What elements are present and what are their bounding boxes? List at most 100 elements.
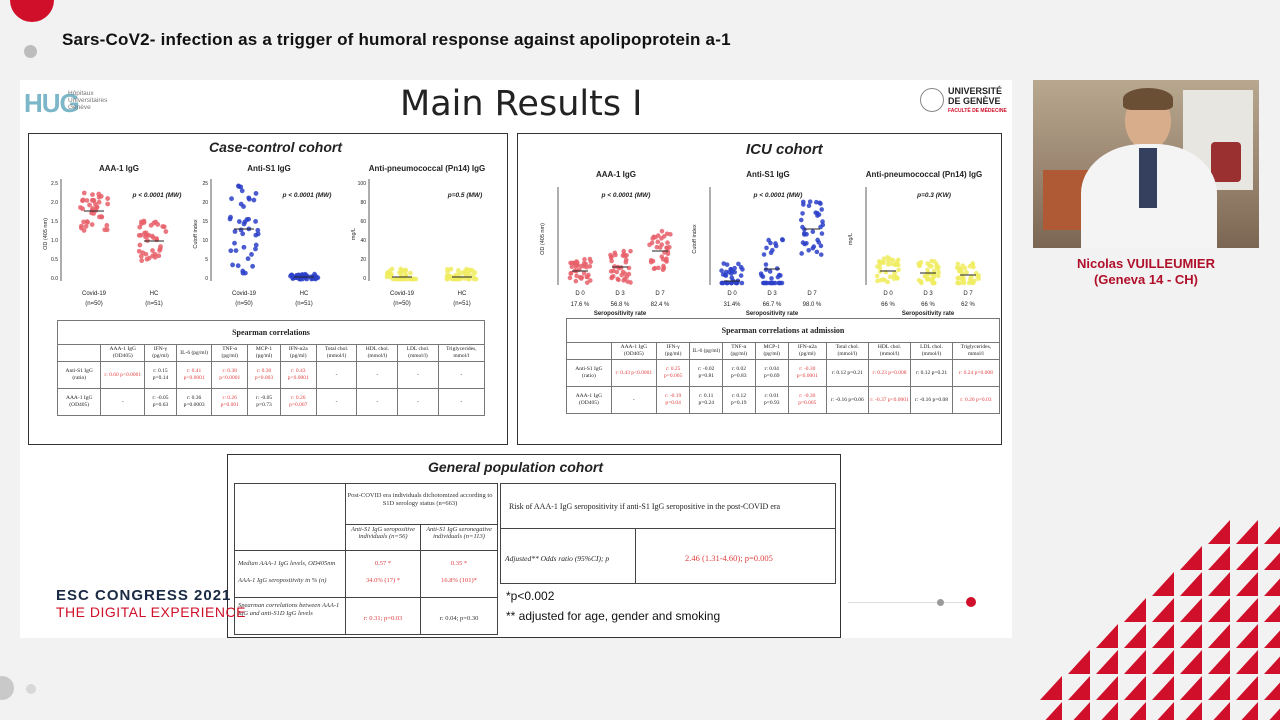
table-row: Anti-S1 IgG (ratio) r: 0.60 p<0.0001 r: 0.… [56,361,486,389]
decor-triangle [1264,630,1280,648]
icu-dot [665,240,670,245]
esc-congress-title: ESC CONGRESS 2021 [56,587,232,604]
icu-dot [801,202,806,207]
cc-group-label: Covid-19 [82,291,107,297]
cc-dot [465,276,471,282]
icu-dot [720,280,726,286]
icu-dot [776,280,782,286]
icu-dot [652,265,658,271]
speaker-tie [1139,148,1157,208]
cc-dot [253,232,259,238]
icu-dot [896,262,901,268]
corr-cell: r: -0.19 p=0.04 [655,386,691,414]
corr-cell: - [315,388,358,416]
icu-dot [895,276,900,281]
cc-dot [137,242,143,248]
cc-y-tick: 60 [360,219,366,225]
icu-dot [891,273,897,278]
icu-dot [768,280,774,286]
corr-cell: r: 0.25 p=0.005 [655,359,691,387]
icu-dot [819,231,825,236]
cc-dot [397,270,402,275]
decor-triangle [1152,624,1174,648]
icu-dot [724,280,730,286]
cc-dot [445,266,450,272]
general-risk-header: Risk of AAA-1 IgG seropositivity if anti… [509,502,781,511]
cc-dot [244,217,250,222]
cc-dot [136,248,142,254]
cc-dot [253,191,259,196]
icu-dot [875,264,880,269]
corr-cell: r: 0.12 p=0.21 [825,359,869,387]
decor-triangle [1236,546,1258,570]
cc-y-tick: 2.0 [51,200,58,206]
pager-dot-active[interactable] [966,597,976,607]
cc-y-label: mg/L [351,228,357,240]
corr-cell: - [397,361,439,389]
icu-dot [659,242,665,247]
decor-triangle [1068,676,1090,700]
icu-rate-label: Seropositivity rate [594,311,647,317]
decor-triangle [1236,520,1258,544]
icu-dot [582,257,587,262]
decor-triangle [1073,702,1090,720]
cc-p-value: p < 0.0001 (MW) [282,192,332,199]
icu-title: ICU cohort [746,141,823,158]
icu-dot [613,252,618,258]
cc-y-tick: 0 [363,276,366,282]
general-footnote-2: ** adjusted for age, gender and smoking [506,609,721,623]
table-row: Anti-S1 IgG (ratio) r: 0.43 p<0.0001 r: 0.… [566,359,1001,387]
corr-cell: r: 0.60 p<0.0001 [100,361,146,389]
icu-dot [585,274,590,280]
corr-table-header: HDL chol. (mmol/l) [356,344,399,362]
cc-p-value: p=0.5 (MW) [447,192,483,199]
pager-dot[interactable] [937,599,944,606]
cc-dot [232,229,238,234]
corr-table-header: Total chol. (mmol/l) [315,344,358,362]
corr-cell: r: 0.36 p=0.0003 [175,388,213,416]
icu-dot [814,199,819,205]
icu-rate: 66 % [881,302,895,308]
icu-dot [628,248,633,254]
cc-y-tick: 5 [205,257,208,263]
corr-cell: r: 0.20 p=0.03 [951,386,1001,414]
corr-table-header: Triglycerides, mmol/l [951,342,1001,360]
cc-dot [81,190,87,196]
icu-dot [581,270,587,276]
cc-dot [139,258,145,264]
cc-dot [232,240,237,246]
cc-y-tick: 20 [202,200,208,206]
corr-table-caption: Spearman correlations [57,320,485,345]
icu-dot [802,232,807,237]
cc-dot [311,275,316,281]
icu-dot [961,280,967,286]
corr-cell: - [610,386,657,414]
general-col2-header: Anti-S1 IgG seronegative individuals (n=… [426,526,492,540]
icu-dot [724,262,730,267]
icu-plots: AAA-1 IgG OD (405 nm) p < 0.0001 (MW) D 0 17… [540,170,982,317]
icu-plot-1: Anti-S1 IgG Cutoff index p < 0.0001 (MW) D … [692,170,826,317]
corr-table-header: AAA-1 IgG (OD405) [100,344,146,362]
icu-dot [621,278,626,283]
decor-grey-dot [0,676,14,700]
icu-dot [955,261,961,267]
icu-dot [729,280,734,286]
icu-dot [818,224,823,230]
corr-cell: r: -0.30 p<0.0001 [787,359,827,387]
icu-dot [934,264,939,270]
cc-dot [83,223,89,229]
corr-cell: r: 0.12 p=0.19 [722,386,756,414]
decor-triangle [1208,598,1230,622]
icu-dot [626,265,632,271]
cc-y-tick: 0 [205,276,208,282]
icu-dot [723,272,728,278]
icu-dot [883,269,889,275]
icu-dot [574,259,579,264]
corr-table-header: LDL chol. (mmol/l) [397,344,439,362]
icu-dot [961,276,966,281]
cc-plot-1: Anti-S1 IgG Cutoff index 25 20 15 10 5 0 p < 0.0… [193,164,331,307]
general-row1-label-a: Median AAA-1 IgG levels, OD405nm [238,560,336,567]
decor-triangle [1208,520,1230,544]
decor-triangle [1185,702,1202,720]
icu-plot-title: AAA-1 IgG [596,170,636,179]
